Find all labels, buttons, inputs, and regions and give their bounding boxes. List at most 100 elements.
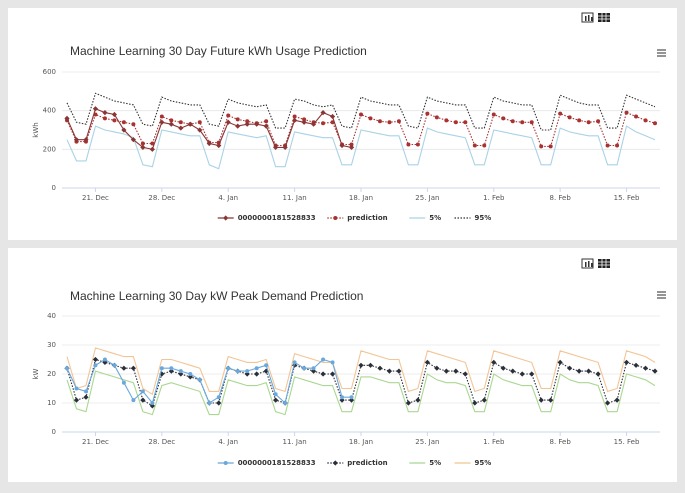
marker (519, 371, 525, 377)
legend-label: prediction (347, 459, 387, 467)
marker (235, 369, 240, 374)
chart-title: Machine Learning 30 Day Future kWh Usage… (70, 44, 367, 58)
marker (406, 142, 411, 147)
series-line (66, 125, 656, 170)
marker (557, 359, 563, 365)
marker (273, 392, 278, 397)
marker (652, 368, 658, 374)
marker (292, 362, 298, 368)
marker (462, 371, 468, 377)
marker (140, 141, 145, 146)
marker (111, 111, 118, 118)
marker (472, 400, 478, 406)
marker (529, 371, 535, 377)
legend-label: 0000000181528833 (238, 214, 316, 222)
marker (244, 121, 250, 127)
marker (634, 114, 639, 119)
marker (548, 144, 553, 149)
marker (140, 389, 145, 394)
marker (415, 142, 420, 147)
x-tick-label: 11. Jan (283, 194, 307, 202)
x-tick-label: 11. Jan (283, 438, 307, 446)
marker (349, 142, 354, 147)
y-tick-label: 40 (47, 312, 56, 320)
legend-label: 95% (475, 214, 492, 222)
panel (8, 8, 677, 240)
marker (339, 397, 345, 403)
marker (434, 115, 439, 120)
marker (642, 365, 649, 371)
marker (586, 368, 592, 374)
marker (263, 123, 269, 129)
y-axis-label: kW (32, 368, 40, 379)
marker (576, 368, 582, 374)
marker (292, 114, 297, 119)
marker (254, 371, 260, 377)
marker (159, 366, 164, 371)
chart-icon[interactable] (581, 12, 594, 23)
marker (130, 137, 136, 143)
marker (333, 216, 338, 220)
marker (444, 118, 449, 123)
marker (216, 142, 222, 149)
grid-icon[interactable] (598, 259, 610, 268)
marker (292, 117, 298, 123)
marker (359, 112, 363, 117)
marker (131, 398, 136, 403)
marker (340, 395, 345, 400)
marker (206, 140, 212, 147)
marker (358, 362, 364, 368)
marker (321, 357, 326, 362)
marker (112, 363, 117, 368)
marker (604, 400, 611, 406)
marker (311, 366, 316, 371)
marker (169, 366, 174, 371)
x-tick-label: 28. Dec (148, 438, 175, 446)
y-tick-label: 30 (47, 341, 56, 349)
series-line (66, 370, 656, 416)
marker (614, 397, 620, 403)
marker (168, 368, 174, 374)
marker (187, 374, 193, 380)
grid-icon[interactable] (598, 13, 610, 22)
marker (283, 401, 288, 405)
marker (187, 121, 193, 127)
menu-icon[interactable] (657, 49, 666, 57)
marker (310, 121, 317, 127)
marker (263, 368, 269, 374)
marker (302, 366, 307, 371)
marker (396, 368, 402, 374)
marker (159, 114, 164, 119)
marker (349, 395, 354, 400)
marker (121, 127, 127, 133)
legend-label: 5% (429, 214, 441, 222)
marker (377, 365, 383, 371)
marker (491, 359, 497, 365)
marker (225, 119, 231, 125)
chart-icon[interactable] (581, 258, 594, 269)
y-tick-label: 0 (52, 428, 56, 436)
marker (348, 144, 355, 150)
marker (425, 111, 430, 116)
marker (168, 121, 174, 127)
menu-icon[interactable] (657, 291, 666, 299)
marker (102, 359, 108, 365)
marker (92, 106, 99, 112)
marker (216, 395, 221, 400)
marker (633, 362, 639, 368)
marker (65, 366, 69, 371)
marker (245, 369, 250, 374)
marker (121, 365, 127, 371)
marker (596, 119, 601, 124)
marker (130, 365, 136, 371)
legend-label: 95% (475, 459, 492, 467)
marker (415, 397, 421, 403)
marker (302, 117, 307, 122)
marker (273, 397, 279, 403)
marker (102, 116, 107, 121)
chart-title: Machine Learning 30 Day kW Peak Demand P… (70, 289, 363, 303)
y-tick-label: 600 (43, 68, 56, 76)
marker (178, 120, 183, 125)
marker (73, 137, 80, 143)
